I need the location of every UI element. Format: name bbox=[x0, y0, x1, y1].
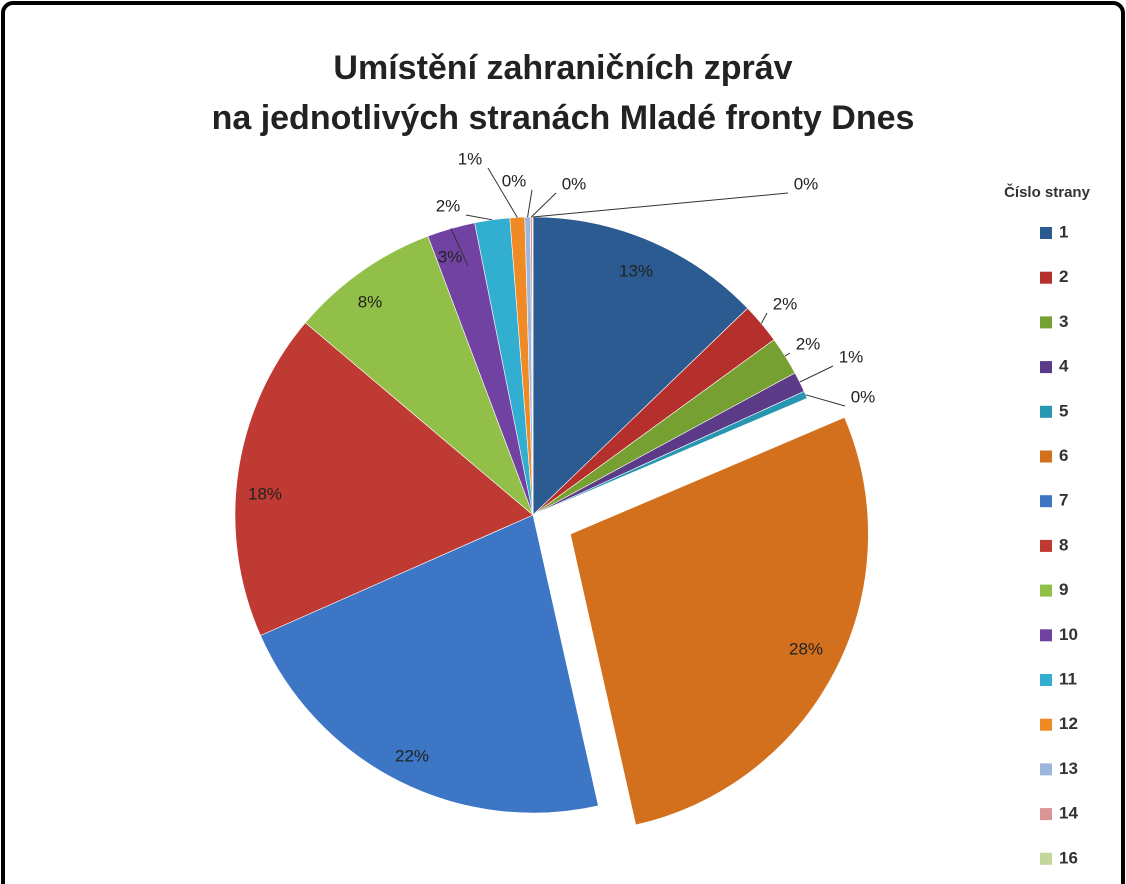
legend-swatch bbox=[1040, 852, 1052, 865]
legend-swatch bbox=[1040, 584, 1052, 597]
legend-label: 3 bbox=[1059, 312, 1068, 331]
data-label: 0% bbox=[502, 171, 527, 190]
legend-swatch bbox=[1040, 539, 1052, 552]
legend-swatch bbox=[1040, 763, 1052, 776]
legend-swatch bbox=[1040, 718, 1052, 731]
data-label: 0% bbox=[794, 174, 819, 193]
legend-label: 7 bbox=[1059, 491, 1068, 510]
legend-label: 16 bbox=[1059, 848, 1078, 867]
data-label: 0% bbox=[562, 174, 587, 193]
leader-line bbox=[527, 189, 533, 218]
pie-slice bbox=[532, 216, 749, 516]
data-label: 2% bbox=[796, 334, 821, 353]
legend-label: 9 bbox=[1059, 580, 1068, 599]
legend-label: 6 bbox=[1059, 446, 1068, 465]
leader-line bbox=[760, 312, 768, 324]
leader-line bbox=[450, 228, 469, 267]
pie-slice bbox=[260, 514, 599, 814]
leader-line bbox=[465, 214, 493, 221]
pie-slice bbox=[304, 235, 534, 516]
legend-label: 14 bbox=[1059, 804, 1078, 823]
pie-slice bbox=[234, 322, 534, 636]
legend-label: 4 bbox=[1059, 357, 1069, 376]
pie-slice bbox=[570, 417, 869, 826]
data-label: 1% bbox=[458, 149, 483, 168]
data-label: 13% bbox=[619, 261, 653, 280]
legend-label: 10 bbox=[1059, 625, 1078, 644]
data-label: 2% bbox=[773, 294, 798, 313]
chart-title: Umístění zahraničních zpráv bbox=[333, 49, 792, 87]
legend-swatch bbox=[1040, 271, 1052, 284]
data-label: 0% bbox=[851, 387, 876, 406]
legend-label: 11 bbox=[1059, 669, 1077, 688]
legend-swatch bbox=[1040, 227, 1052, 239]
legend-swatch bbox=[1040, 316, 1052, 329]
legend-label: 8 bbox=[1059, 535, 1068, 554]
data-label: 3% bbox=[438, 247, 463, 266]
legend-swatch bbox=[1040, 450, 1052, 463]
leader-line bbox=[487, 167, 518, 218]
legend-swatch bbox=[1040, 405, 1052, 418]
legend-swatch bbox=[1040, 674, 1052, 686]
leader-line bbox=[784, 352, 791, 357]
legend-label: 13 bbox=[1059, 759, 1078, 778]
data-label: 22% bbox=[395, 746, 429, 765]
legend-label: 12 bbox=[1059, 714, 1078, 733]
legend-label: 2 bbox=[1059, 267, 1068, 286]
chart-subtitle: na jednotlivých stranách Mladé fronty Dn… bbox=[212, 99, 915, 137]
leader-line bbox=[530, 192, 557, 218]
legend-label: 1 bbox=[1059, 222, 1068, 241]
data-label: 2% bbox=[436, 196, 461, 215]
data-label: 18% bbox=[248, 484, 282, 503]
legend-swatch bbox=[1040, 361, 1052, 374]
legend-swatch bbox=[1040, 629, 1052, 642]
legend-title: Číslo strany bbox=[1004, 183, 1091, 201]
legend-swatch bbox=[1040, 808, 1052, 821]
legend-swatch bbox=[1040, 495, 1052, 508]
legend-label: 5 bbox=[1059, 401, 1068, 420]
data-label: 1% bbox=[839, 347, 864, 366]
data-label: 28% bbox=[789, 639, 823, 658]
leader-line bbox=[532, 192, 789, 218]
leader-line bbox=[799, 365, 834, 383]
data-label: 8% bbox=[358, 292, 383, 311]
leader-line bbox=[805, 394, 846, 407]
